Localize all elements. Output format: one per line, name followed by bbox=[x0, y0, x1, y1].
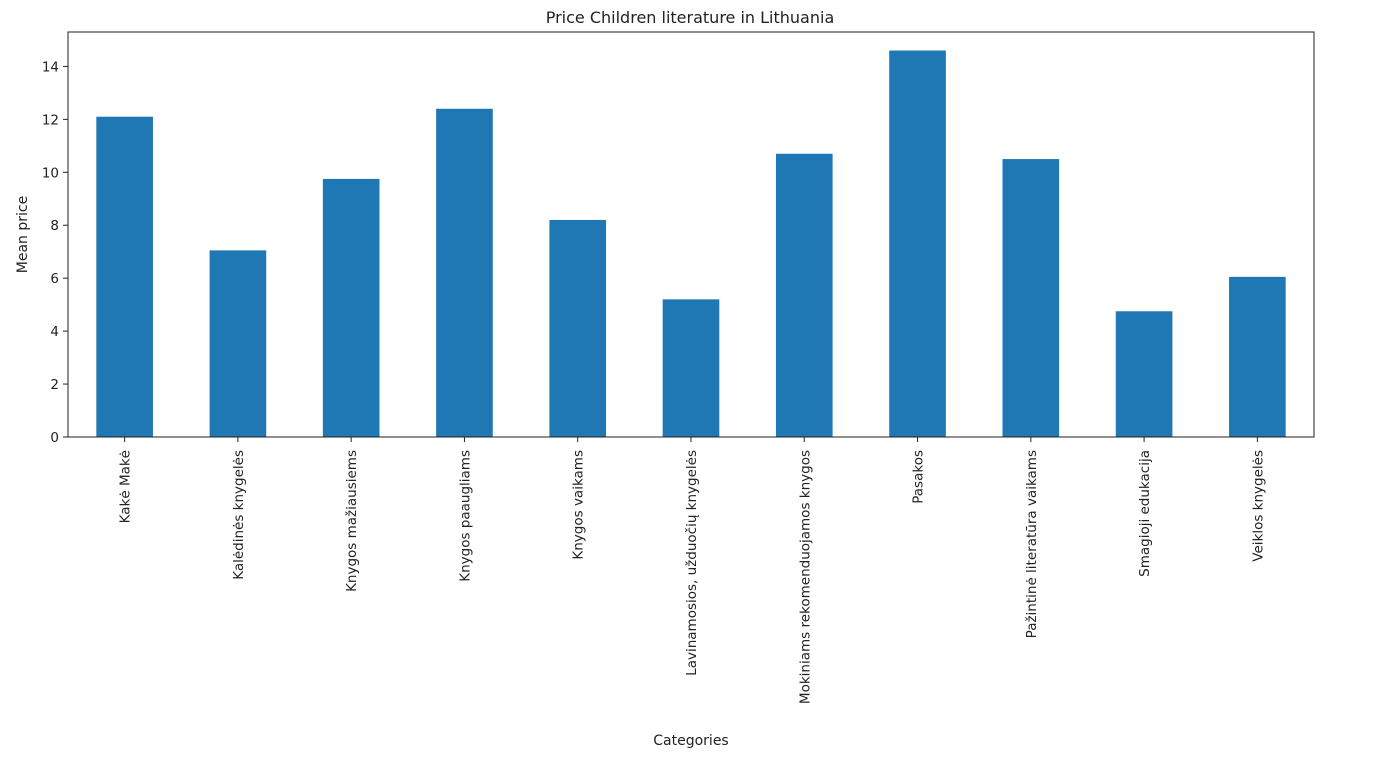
y-tick-label: 4 bbox=[50, 324, 59, 340]
bar bbox=[889, 50, 946, 437]
x-tick-label: Knygos vaikams bbox=[571, 450, 587, 560]
bar bbox=[549, 219, 607, 437]
y-tick-label: 10 bbox=[42, 165, 59, 181]
x-tick-label: Pažintinė literatūra vaikams bbox=[1024, 450, 1040, 638]
y-tick-label: 6 bbox=[50, 271, 59, 287]
x-tick-label: Smagioji edukacija bbox=[1137, 450, 1153, 577]
y-axis-label: Mean price bbox=[15, 196, 31, 273]
y-tick-label: 14 bbox=[42, 59, 59, 75]
x-axis-ticks: Kakė Makė Kalėdinės knygelės Knygos mažiau… bbox=[118, 437, 1266, 704]
chart-title: Price Children literature in Lithuania bbox=[546, 8, 835, 27]
y-tick-label: 2 bbox=[50, 377, 59, 393]
y-tick-label: 12 bbox=[42, 112, 59, 128]
bars-group bbox=[96, 50, 1286, 438]
bar bbox=[1229, 276, 1286, 437]
x-tick-label: Veiklos knygelės bbox=[1250, 450, 1266, 562]
bar bbox=[775, 153, 833, 437]
bar bbox=[322, 178, 380, 438]
x-tick-label: Kakė Makė bbox=[118, 450, 134, 523]
x-axis-label: Categories bbox=[653, 733, 728, 749]
y-tick-label: 8 bbox=[50, 218, 59, 234]
bar bbox=[436, 108, 493, 437]
x-tick-label: Kalėdinės knygelės bbox=[231, 450, 247, 580]
x-tick-label: Knygos paaugliams bbox=[457, 450, 473, 582]
plot-area-frame bbox=[67, 31, 1315, 438]
bar bbox=[1115, 311, 1173, 437]
x-tick-label: Knygos mažiausiems bbox=[344, 450, 360, 592]
y-tick-label: 0 bbox=[50, 430, 59, 446]
bar bbox=[662, 299, 720, 437]
bar bbox=[96, 116, 153, 438]
bar bbox=[209, 250, 267, 437]
x-tick-label: Pasakos bbox=[911, 450, 927, 504]
x-tick-label: Mokiniams rekomenduojamos knygos bbox=[797, 450, 813, 704]
x-tick-label: Lavinamosios, užduočių knygelės bbox=[684, 450, 700, 676]
y-axis-ticks: 0 2 4 6 8 10 12 14 bbox=[42, 59, 68, 446]
bar bbox=[1002, 159, 1060, 437]
